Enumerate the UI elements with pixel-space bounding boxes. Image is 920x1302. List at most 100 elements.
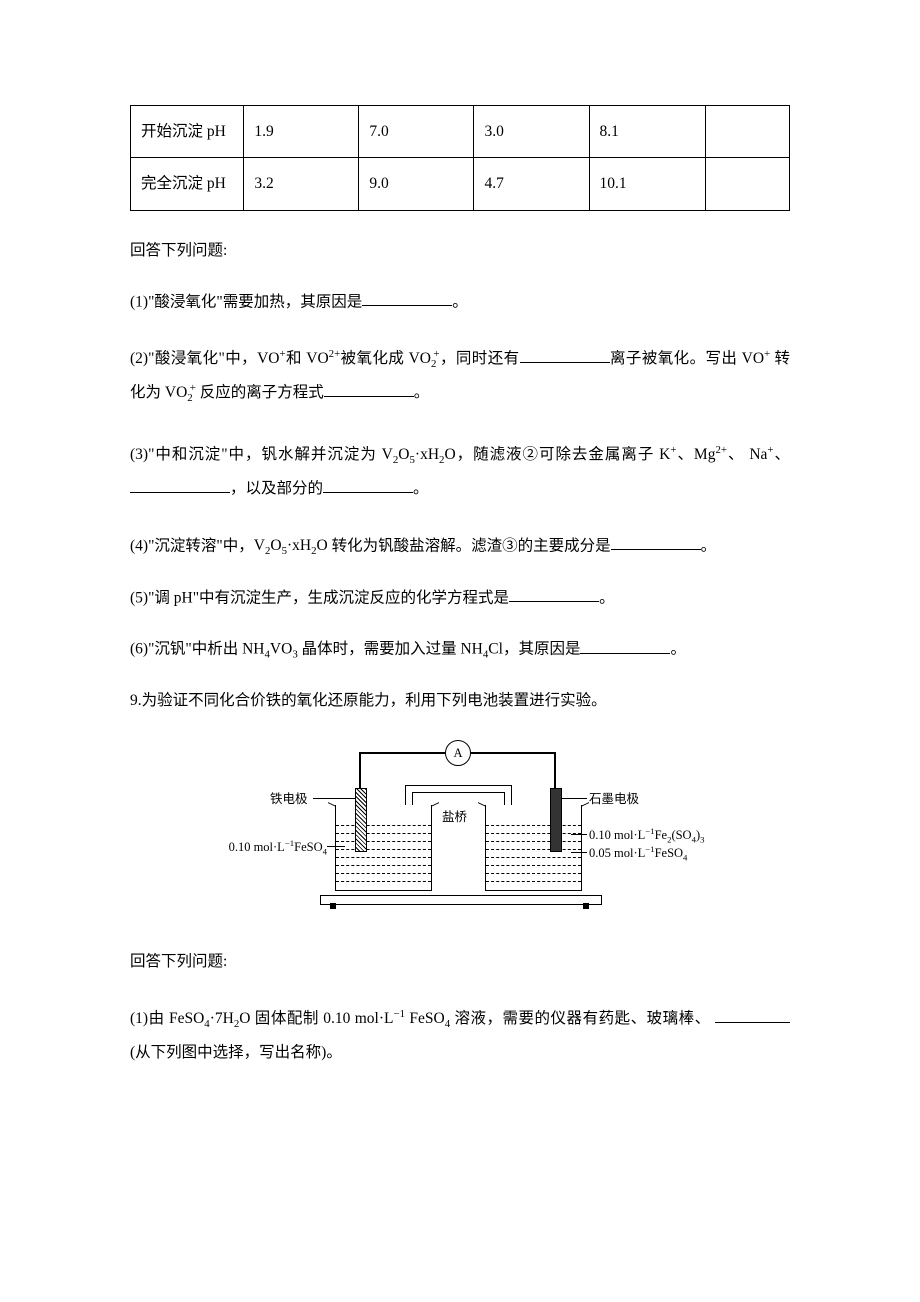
cell: 3.2: [244, 158, 359, 210]
blank: [130, 476, 230, 493]
f: O: [444, 446, 455, 463]
q3-text: Na: [749, 446, 767, 463]
t: FeSO: [655, 846, 683, 860]
q1-text-b: 。: [452, 293, 468, 310]
q1-text-a: (1)"酸浸氧化"需要加热，其原因是: [130, 293, 362, 310]
row-label: 开始沉淀 pH: [131, 106, 244, 158]
wire: [554, 752, 556, 788]
label-line: [571, 852, 587, 853]
q4-text: 转化为钒酸盐溶解。滤渣③的主要成分是: [328, 537, 611, 554]
label-line: [327, 846, 345, 847]
cell: 1.9: [244, 106, 359, 158]
q5-text: (5)"调 pH"中有沉淀生产，生成沉淀反应的化学方程式是: [130, 589, 509, 606]
liquid: [486, 825, 581, 890]
wire: [469, 752, 555, 754]
stand-leg: [583, 903, 589, 909]
formula-vo2plus: VO2+: [409, 350, 440, 367]
q6-text: 。: [670, 641, 686, 658]
page: 开始沉淀 pH 1.9 7.0 3.0 8.1 完全沉淀 pH 3.2 9.0 …: [0, 0, 920, 1302]
row-label: 完全沉淀 pH: [131, 158, 244, 210]
f: O: [398, 446, 409, 463]
label-line: [561, 798, 587, 799]
q91-text: 溶液，需要的仪器有药匙、玻璃棒、: [450, 1010, 710, 1027]
ph-table: 开始沉淀 pH 1.9 7.0 3.0 8.1 完全沉淀 pH 3.2 9.0 …: [130, 105, 790, 211]
question-1: (1)"酸浸氧化"需要加热，其原因是 。: [130, 290, 790, 314]
liquid: [336, 825, 431, 890]
q3-text: ，以及部分的: [230, 480, 323, 497]
table-row: 完全沉淀 pH 3.2 9.0 4.7 10.1: [131, 158, 790, 210]
label-iron-electrode: 铁电极: [270, 790, 308, 809]
q4-text: (4)"沉淀转溶"中，: [130, 537, 254, 554]
cell: [706, 158, 790, 210]
label-right-solution-1: 0.10 mol·L−1Fe2(SO4)3: [589, 826, 705, 845]
q2-text: (2)"酸浸氧化"中，VO: [130, 350, 279, 367]
f: O: [270, 537, 281, 554]
t: FeSO: [294, 840, 322, 854]
cell: 8.1: [589, 106, 706, 158]
t: 0.10 mol·L: [589, 828, 645, 842]
intro-text: 回答下列问题:: [130, 239, 790, 262]
q2-text: 离子被氧化。写出 VO: [610, 350, 764, 367]
q4-text: 。: [701, 537, 717, 554]
blank: [323, 476, 413, 493]
q5-text: 。: [599, 589, 615, 606]
blank: [580, 637, 670, 654]
blank: [509, 586, 599, 603]
wire: [359, 752, 361, 788]
formula-vo2plus: VO2+: [165, 384, 196, 401]
formula-v2o5: V2O5·xH2O: [254, 537, 328, 554]
vo2: VO: [165, 384, 187, 401]
q3-text: (3)"中和沉淀"中，钒水解并沉淀为: [130, 446, 382, 463]
q6-text: 晶体时，需要加入过量 NH: [298, 641, 483, 658]
q3-text: ，随滤液②可除去金属离子 K: [456, 446, 671, 463]
f: ·xH: [287, 537, 311, 554]
cell: [706, 106, 790, 158]
f: V: [254, 537, 265, 554]
question-4: (4)"沉淀转溶"中，V2O5·xH2O 转化为钒酸盐溶解。滤渣③的主要成分是 。: [130, 534, 790, 558]
q3-text: 、: [774, 446, 790, 463]
f: O: [317, 537, 328, 554]
label-right-solution-2: 0.05 mol·L−1FeSO4: [589, 844, 687, 863]
iron-electrode-icon: [355, 788, 367, 852]
beaker-left: [335, 805, 432, 891]
q91-text: (从下列图中选择，写出名称)。: [130, 1044, 342, 1061]
intro-text-2: 回答下列问题:: [130, 950, 790, 973]
f: ·xH: [415, 446, 439, 463]
t: 0.10 mol·L: [229, 840, 285, 854]
q6-text: (6)"沉钒"中析出 NH: [130, 641, 265, 658]
q2-text: 反应的离子方程式: [196, 384, 324, 401]
cell: 7.0: [359, 106, 474, 158]
question-3: (3)"中和沉淀"中，钒水解并沉淀为 V2O5·xH2O，随滤液②可除去金属离子…: [130, 438, 790, 506]
beaker-right: [485, 805, 582, 891]
question-9-1: (1)由 FeSO4·7H2O 固体配制 0.10 mol·L−1 FeSO4 …: [130, 1002, 790, 1070]
vo2: VO: [409, 350, 431, 367]
salt-bridge-label: 盐桥: [442, 808, 467, 827]
t: Fe: [655, 828, 668, 842]
cell-diagram: A 盐桥: [235, 740, 685, 920]
question-2: (2)"酸浸氧化"中，VO+和 VO2+被氧化成 VO2+，同时还有离子被氧化。…: [130, 342, 790, 410]
question-5: (5)"调 pH"中有沉淀生产，生成沉淀反应的化学方程式是 。: [130, 586, 790, 610]
ammeter-icon: A: [445, 740, 471, 766]
cell: 4.7: [474, 158, 589, 210]
q6-text: VO: [270, 641, 292, 658]
beaker-lip: [328, 803, 336, 810]
blank: [362, 290, 452, 307]
t: 0.05 mol·L: [589, 846, 645, 860]
t: (SO: [671, 828, 691, 842]
question-9-stem: 9.为验证不同化合价铁的氧化还原能力，利用下列电池装置进行实验。: [130, 689, 790, 712]
cell: 3.0: [474, 106, 589, 158]
f: V: [382, 446, 393, 463]
q3-text: 、Mg: [676, 446, 715, 463]
q2-text: ，同时还有: [440, 350, 520, 367]
blank: [520, 346, 610, 363]
label-line: [571, 834, 587, 835]
table-row: 开始沉淀 pH 1.9 7.0 3.0 8.1: [131, 106, 790, 158]
blank: [715, 1006, 790, 1023]
cell: 10.1: [589, 158, 706, 210]
stand-base: [320, 895, 602, 905]
formula-v2o5: V2O5·xH2O: [382, 446, 456, 463]
blank: [611, 534, 701, 551]
label-left-solution: 0.10 mol·L−1FeSO4: [229, 838, 327, 857]
label-graphite-electrode: 石墨电极: [589, 790, 639, 809]
graphite-electrode-icon: [550, 788, 562, 852]
